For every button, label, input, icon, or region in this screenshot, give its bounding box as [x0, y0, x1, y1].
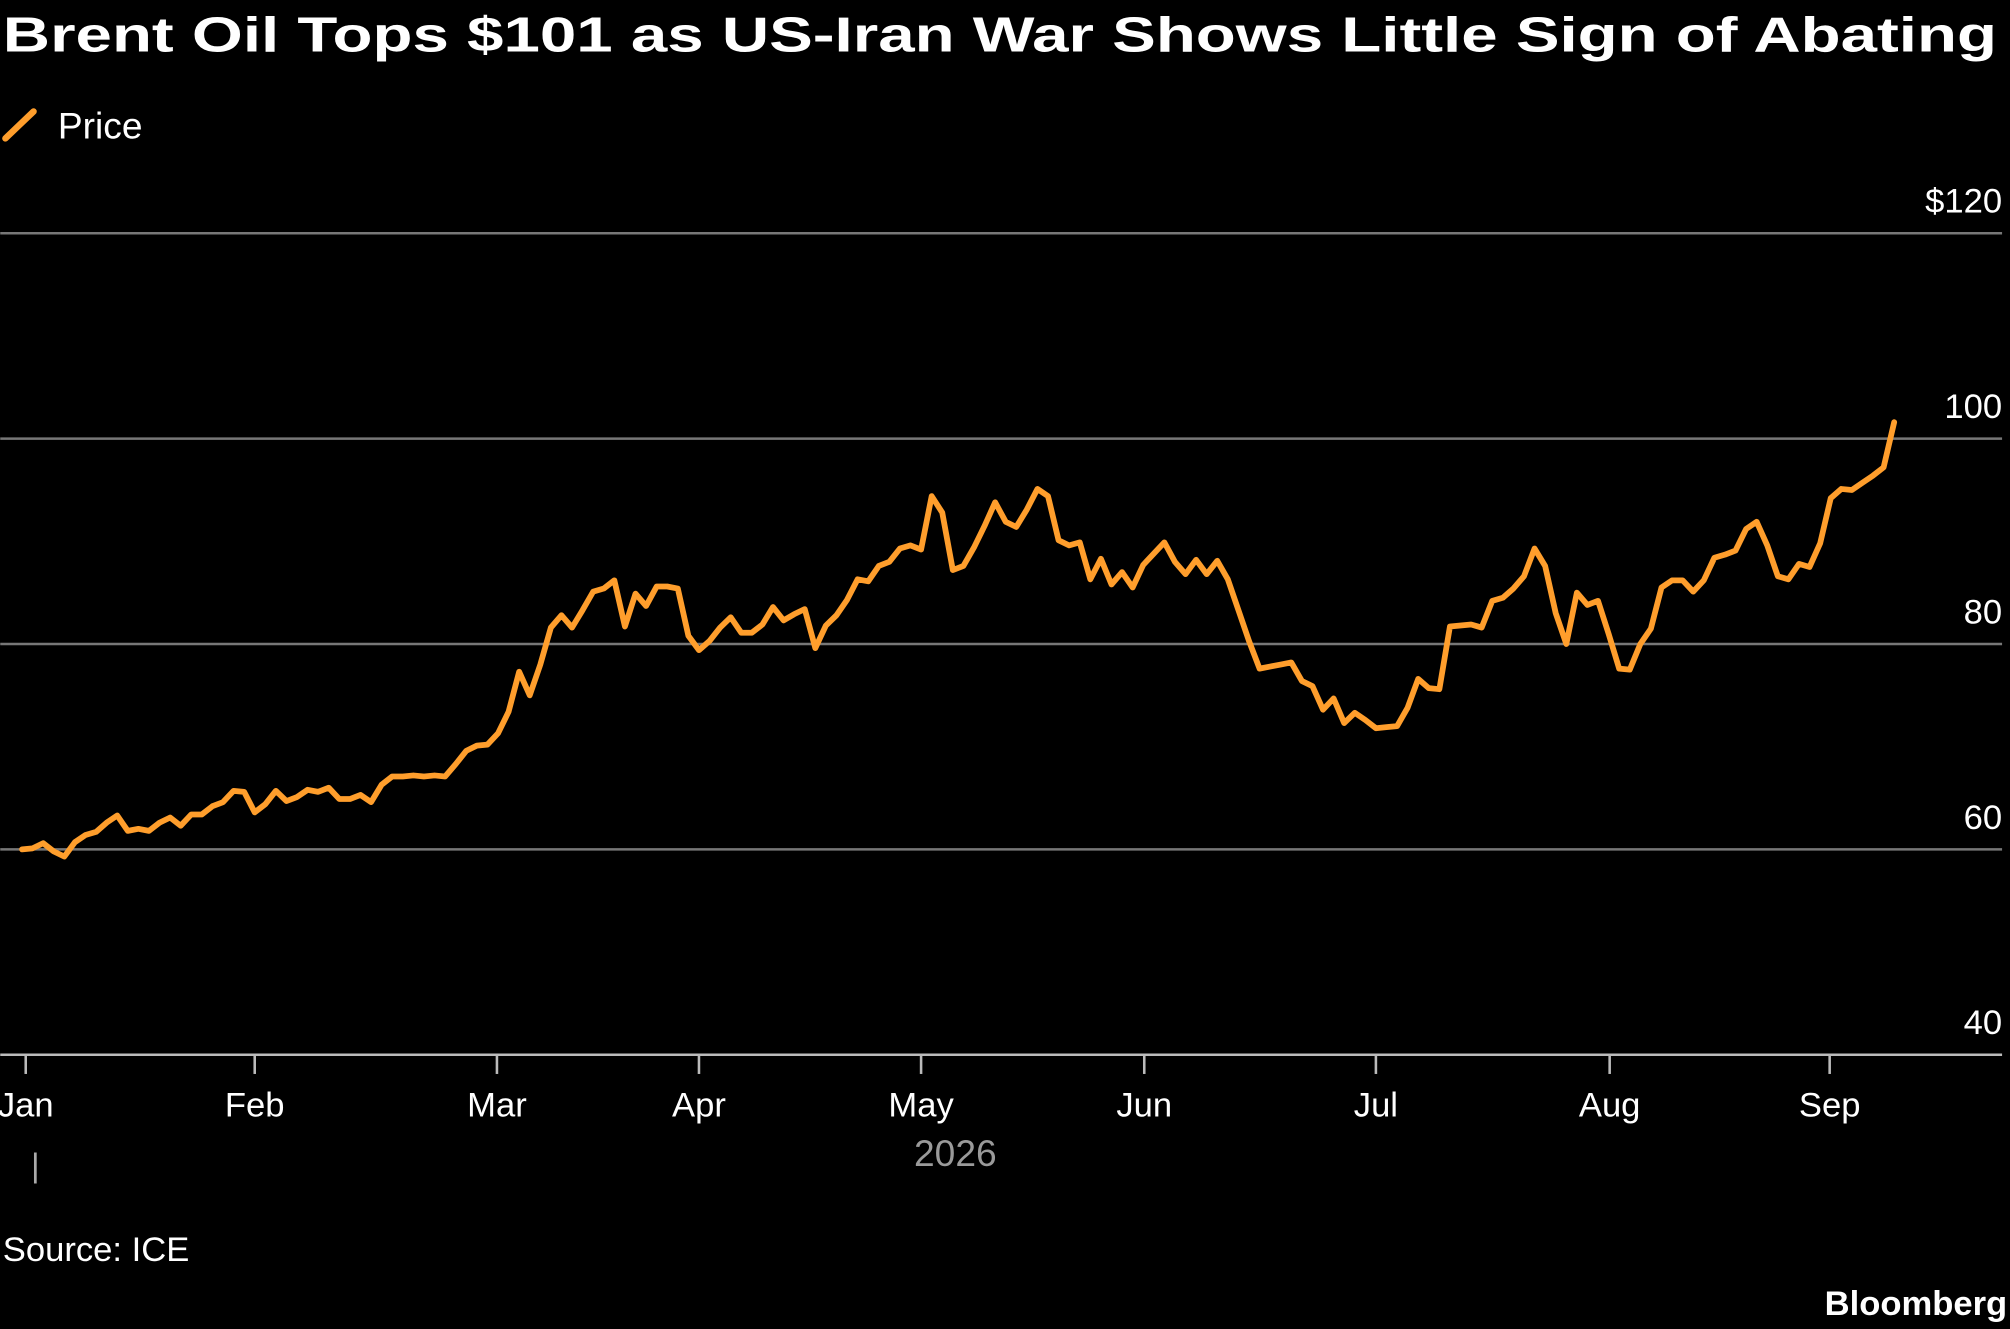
- x-tick-label: Jan: [0, 1086, 54, 1124]
- chart-title: Brent Oil Tops $101 as US-Iran War Shows…: [3, 8, 1997, 62]
- y-tick-label: 40: [1964, 1004, 2002, 1042]
- price-line: [19, 419, 1898, 860]
- x-tick-label: Sep: [1799, 1086, 1861, 1124]
- y-tick-label: $120: [1925, 183, 2002, 221]
- x-tick-label: Jun: [1116, 1086, 1172, 1124]
- y-tick-label: 60: [1964, 799, 2002, 837]
- x-axis-label: 2026: [914, 1132, 997, 1174]
- x-tick-label: May: [888, 1086, 954, 1124]
- y-tick-label: 80: [1964, 593, 2002, 631]
- legend-swatch: [2, 108, 37, 142]
- x-tick-label: Aug: [1579, 1086, 1641, 1124]
- brand: Bloomberg: [1825, 1285, 2008, 1323]
- legend-label: Price: [58, 104, 143, 146]
- y-tick-label: 100: [1944, 388, 2002, 426]
- x-tick-label: Apr: [672, 1086, 726, 1124]
- year-marker: |: [31, 1147, 40, 1184]
- x-tick-label: Feb: [225, 1086, 285, 1124]
- x-tick-label: Jul: [1354, 1086, 1398, 1124]
- x-tick-label: Mar: [467, 1086, 527, 1124]
- source-note: Source: ICE: [3, 1231, 189, 1269]
